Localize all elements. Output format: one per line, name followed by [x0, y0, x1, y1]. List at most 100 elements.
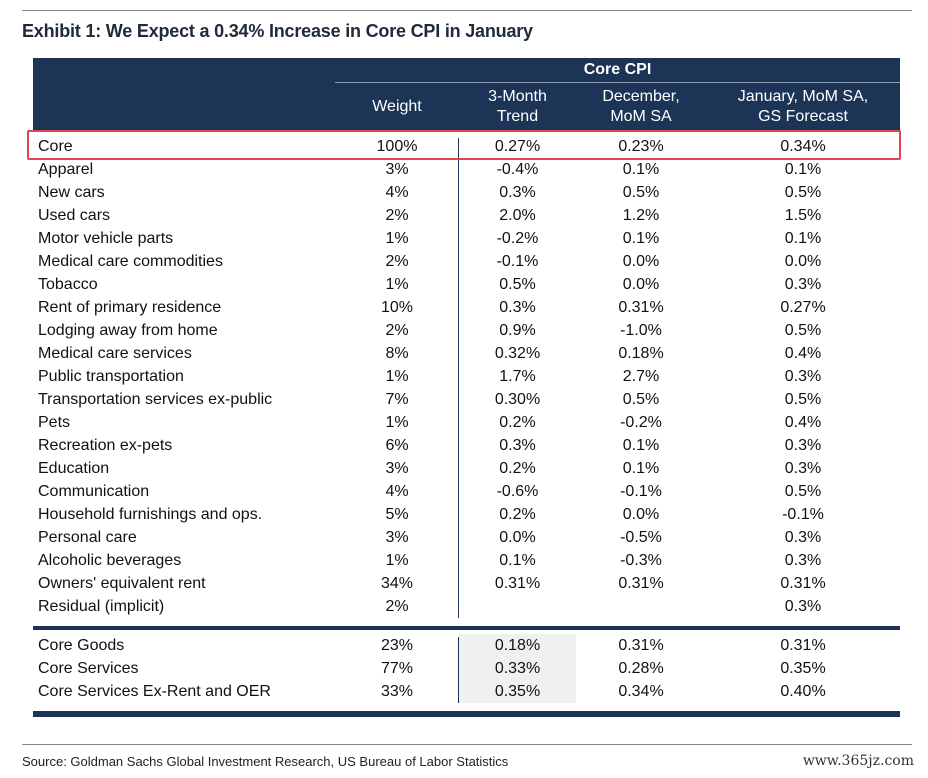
table-row: Recreation ex-pets 6% 0.3% 0.1% 0.3% [33, 434, 900, 457]
row-value: 6% [385, 437, 409, 454]
summary-body: Core Goods 23% 0.18% 0.31% 0.31% Core Service… [33, 634, 900, 703]
row-value: 2% [385, 207, 409, 224]
row-value: 1% [385, 276, 409, 293]
row-value: 2% [385, 598, 409, 615]
row-label: Education [38, 460, 110, 477]
row-value: -0.6% [496, 483, 539, 500]
row-value: 1.5% [784, 207, 822, 224]
row-value: 0.1% [499, 552, 536, 569]
row-value: 100% [376, 138, 418, 155]
row-value: 10% [380, 299, 414, 316]
row-label: Lodging away from home [38, 322, 218, 339]
row-value: 0.5% [784, 184, 822, 201]
cpi-table: Core CPI Weight 3-Month Trend December, … [33, 58, 900, 717]
row-value: 0.18% [618, 345, 664, 362]
row-label: Household furnishings and ops. [38, 506, 263, 523]
source-note: Source: Goldman Sachs Global Investment … [22, 754, 509, 769]
row-value: 0.3% [784, 529, 822, 546]
column-header-trend: 3-Month Trend [488, 88, 547, 125]
table-row: Communication 4% -0.6% -0.1% 0.5% [33, 480, 900, 503]
row-value: 2.0% [499, 207, 536, 224]
table-row: Medical care commodities 2% -0.1% 0.0% 0.0% [33, 250, 900, 273]
row-value: 1.7% [499, 368, 536, 385]
row-value: 1% [385, 552, 409, 569]
row-value: 0.31% [494, 575, 541, 592]
row-value: 0.31% [618, 299, 664, 316]
row-value: 77% [380, 660, 414, 677]
row-label: Core Services Ex-Rent and OER [38, 683, 271, 700]
watermark: www.365jz.com [802, 753, 914, 769]
row-value: -0.1% [496, 253, 539, 270]
row-value: 0.5% [784, 322, 822, 339]
row-value: 0.3% [784, 437, 822, 454]
row-value: 0.1% [784, 161, 822, 178]
table-row: Residual (implicit) 2% 0.3% [33, 595, 900, 618]
table-body: Core 100% 0.27% 0.23% 0.34% Apparel 3% -0.4% 0.1… [33, 135, 900, 618]
table-row: Owners' equivalent rent 34% 0.31% 0.31% 0.31… [33, 572, 900, 595]
row-value: 0.4% [784, 414, 822, 431]
row-value: 0.5% [499, 276, 536, 293]
row-value: 0.4% [784, 345, 822, 362]
table-header: Core CPI Weight 3-Month Trend December, … [33, 58, 900, 131]
row-value: 7% [385, 391, 409, 408]
row-value: 0.3% [784, 552, 822, 569]
column-divider-summary [458, 637, 459, 703]
table-row: Tobacco 1% 0.5% 0.0% 0.3% [33, 273, 900, 296]
row-value: 34% [380, 575, 414, 592]
row-value: 0.3% [499, 299, 536, 316]
table-row: Household furnishings and ops. 5% 0.2% 0.0%… [33, 503, 900, 526]
row-value: 0.5% [622, 391, 660, 408]
row-value: 0.0% [622, 253, 660, 270]
row-value: 2.7% [622, 368, 660, 385]
row-value: 0.35% [780, 660, 826, 677]
row-value: 0.5% [622, 184, 660, 201]
row-value: -0.1% [782, 506, 824, 523]
column-header-december: December, MoM SA [602, 88, 680, 125]
row-value: 0.3% [784, 276, 822, 293]
row-value: 0.35% [459, 680, 576, 703]
row-label: New cars [38, 184, 105, 201]
row-value: 0.5% [784, 391, 822, 408]
top-rule [22, 10, 912, 11]
row-label: Core Services [38, 660, 139, 677]
row-value: 0.1% [622, 161, 660, 178]
row-value: 3% [385, 161, 409, 178]
table-row: Public transportation 1% 1.7% 2.7% 0.3% [33, 365, 900, 388]
bottom-rule [22, 744, 912, 745]
row-value: 4% [385, 483, 409, 500]
row-value: 0.28% [618, 660, 664, 677]
row-value: 0.27% [494, 138, 541, 155]
table-row: Lodging away from home 2% 0.9% -1.0% 0.5% [33, 319, 900, 342]
table-row: Alcoholic beverages 1% 0.1% -0.3% 0.3% [33, 549, 900, 572]
row-value: -0.2% [496, 230, 539, 247]
exhibit-title: Exhibit 1: We Expect a 0.34% Increase in… [22, 21, 533, 41]
row-value: 3% [385, 460, 409, 477]
table-row: Used cars 2% 2.0% 1.2% 1.5% [33, 204, 900, 227]
table-row: Apparel 3% -0.4% 0.1% 0.1% [33, 158, 900, 181]
row-value: 2% [385, 322, 409, 339]
row-value: -0.4% [496, 161, 539, 178]
table-row: Core Services 77% 0.33% 0.28% 0.35% [33, 657, 900, 680]
row-value: 0.0% [499, 529, 536, 546]
row-value: 1% [385, 368, 409, 385]
row-value: 23% [380, 637, 414, 654]
separator-bar [33, 626, 900, 630]
table-row: Transportation services ex-public 7% 0.30%… [33, 388, 900, 411]
row-label: Personal care [38, 529, 137, 546]
table-row: Education 3% 0.2% 0.1% 0.3% [33, 457, 900, 480]
row-value: -0.3% [620, 552, 662, 569]
row-value: 0.2% [499, 460, 536, 477]
group-header: Core CPI [335, 58, 900, 83]
row-label: Used cars [38, 207, 111, 224]
row-value: 5% [385, 506, 409, 523]
row-value: 0.27% [780, 299, 826, 316]
row-value: 0.34% [780, 138, 826, 155]
column-divider [458, 138, 459, 618]
row-label: Alcoholic beverages [38, 552, 182, 569]
row-label: Public transportation [38, 368, 184, 385]
row-label: Core [38, 138, 73, 155]
row-value: 0.34% [618, 683, 664, 700]
row-label: Recreation ex-pets [38, 437, 173, 454]
row-value: 0.3% [784, 460, 822, 477]
table-row: Medical care services 8% 0.32% 0.18% 0.4% [33, 342, 900, 365]
